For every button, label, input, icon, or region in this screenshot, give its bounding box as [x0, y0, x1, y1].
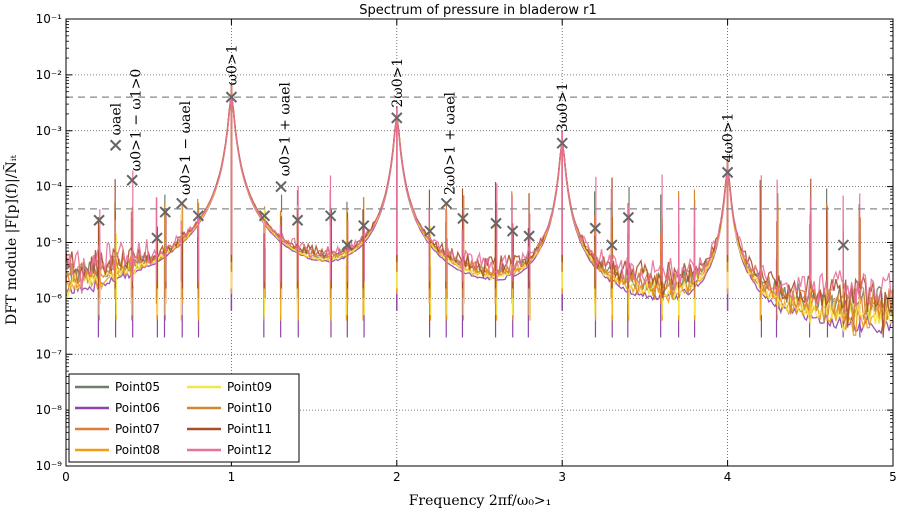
peak-annotation: ω0>1 − ω1>0 [128, 69, 144, 172]
y-axis-label: DFT module |F[p](f)|/Ñᵢₜ [2, 154, 20, 325]
legend-label: Point05 [115, 380, 160, 394]
y-tick-label: 10⁻⁴ [36, 180, 63, 194]
legend-label: Point09 [227, 380, 272, 394]
x-tick-label: 5 [889, 470, 897, 484]
peak-marker [276, 182, 286, 192]
y-tick-label: 10⁻⁶ [36, 291, 63, 305]
peak-marker [111, 140, 121, 150]
peak-annotation: 4ω0>1 [721, 113, 737, 163]
annotation-layer: ωael ω0>1 − ω1>0 ω0>1 − ωael ω0>1 ω0>1 + ωae… [109, 44, 737, 195]
y-tick-label: 10⁻² [36, 68, 63, 82]
y-tick-label: 10⁻⁸ [36, 403, 63, 417]
y-tick-label: 10⁻⁷ [36, 347, 63, 361]
peak-annotation: 2ω0>1 [390, 58, 406, 108]
legend-label: Point12 [227, 443, 272, 457]
peak-annotation: 2ω0>1 + ωael [443, 91, 459, 195]
x-tick-label: 4 [724, 470, 732, 484]
x-tick-label: 0 [62, 470, 70, 484]
legend-label: Point11 [227, 422, 272, 436]
x-tick-label: 1 [228, 470, 236, 484]
peak-annotation: 3ω0>1 [555, 82, 571, 132]
peak-marker [94, 215, 104, 225]
legend-label: Point06 [115, 401, 160, 415]
peak-annotation: ω0>1 [224, 44, 240, 85]
peak-annotation: ωael [109, 102, 125, 135]
x-axis-label: Frequency 2πf/ω₀>₁ [409, 493, 552, 509]
peak-annotation: ω0>1 + ωael [277, 82, 293, 177]
legend-label: Point10 [227, 401, 272, 415]
peak-marker [127, 175, 137, 185]
legend: Point05 Point06 Point07 Point08 Point09 Point… [69, 374, 299, 462]
y-tick-label: 10⁻⁵ [36, 236, 63, 250]
peak-annotation: ω0>1 − ωael [178, 100, 194, 195]
legend-label: Point07 [115, 422, 160, 436]
chart-title: Spectrum of pressure in bladerow r1 [359, 3, 597, 18]
x-tick-label: 3 [558, 470, 566, 484]
y-tick-label: 10⁻⁹ [36, 459, 63, 473]
legend-label: Point08 [115, 443, 160, 457]
y-tick-label: 10⁻³ [36, 124, 63, 138]
x-tick-label: 2 [393, 470, 401, 484]
y-tick-label: 10⁻¹ [36, 12, 63, 26]
